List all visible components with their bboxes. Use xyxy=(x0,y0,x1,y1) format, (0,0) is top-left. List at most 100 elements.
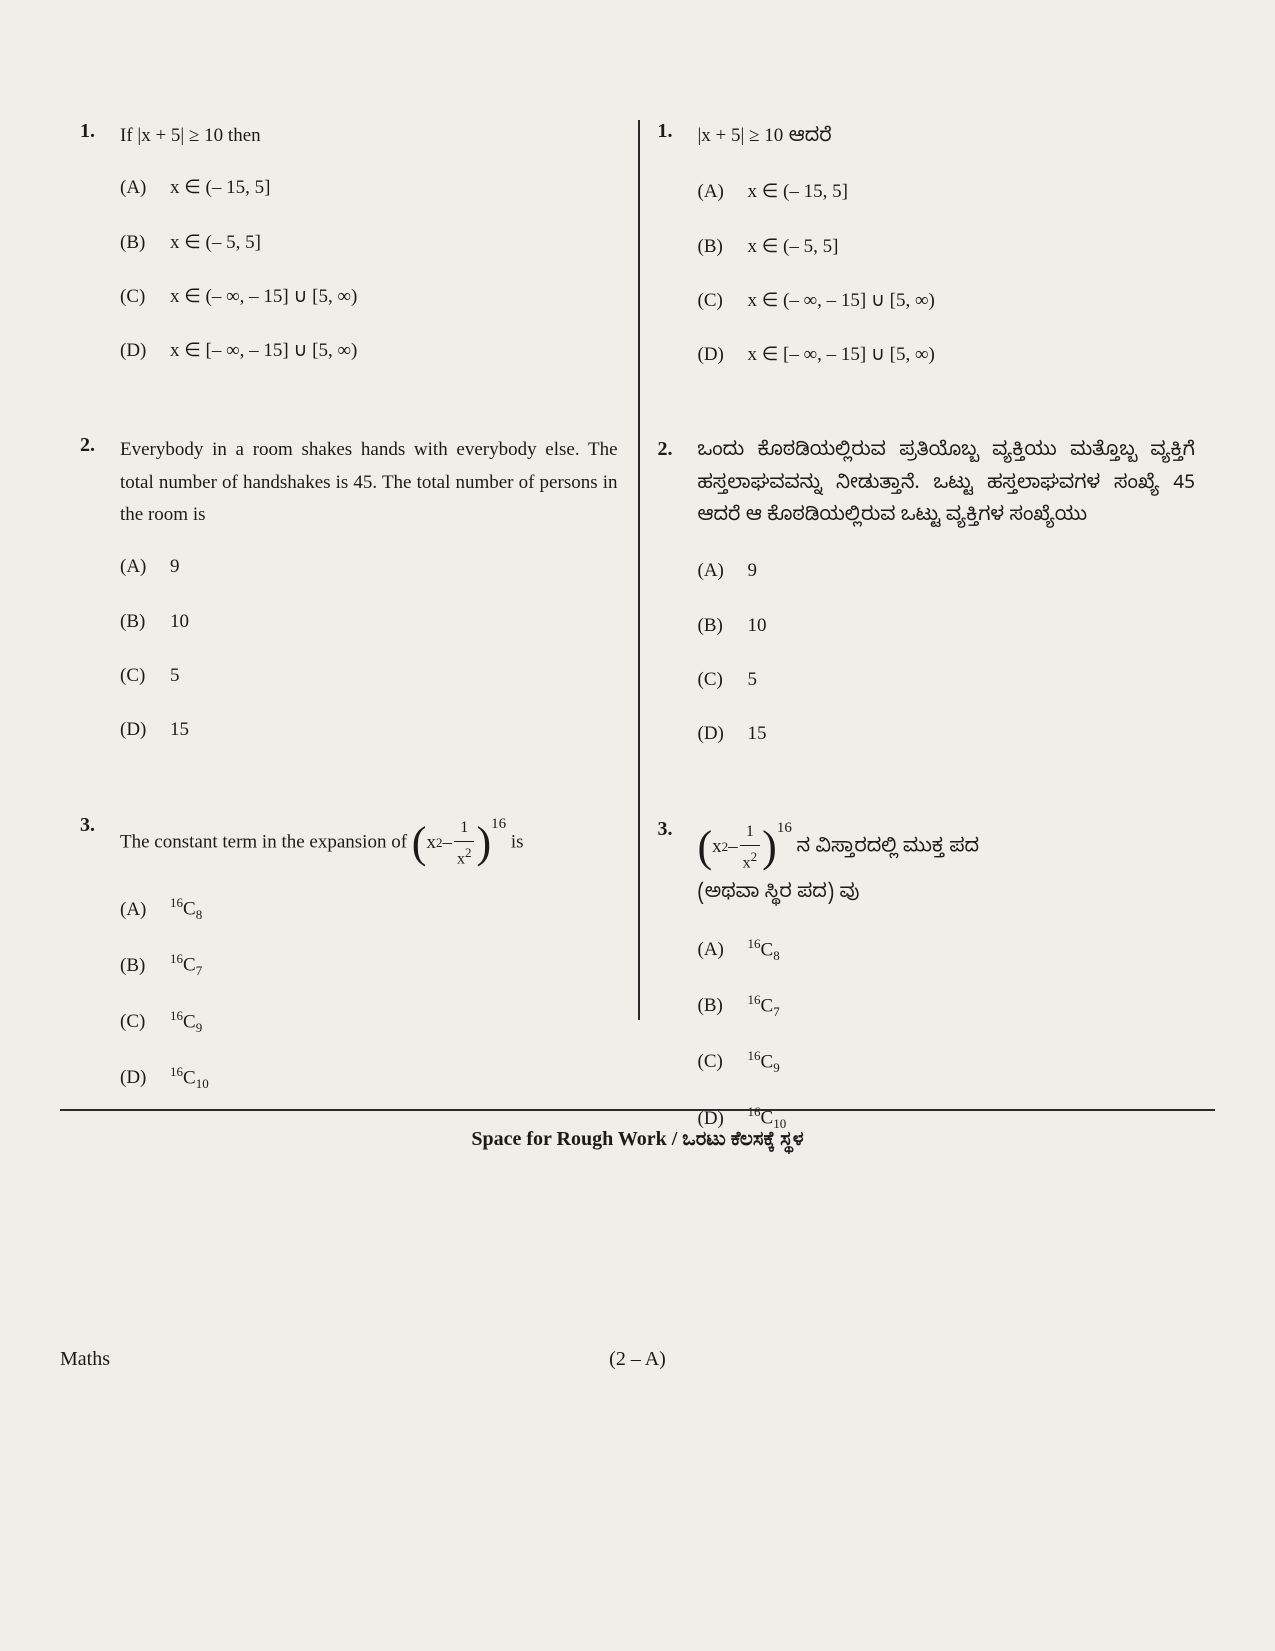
expr-minus: – xyxy=(728,831,738,863)
option-text: 16C8 xyxy=(748,933,1196,967)
option-text: x ∈ (– ∞, – 15] ∪ [5, ∞) xyxy=(748,285,1196,317)
option-c: (C)x ∈ (– ∞, – 15] ∪ [5, ∞) xyxy=(120,281,618,313)
option-label: (B) xyxy=(698,990,748,1022)
option-d: (D)x ∈ [– ∞, – 15] ∪ [5, ∞) xyxy=(698,339,1196,371)
expr-x: x xyxy=(426,827,436,859)
combo-pre: 16 xyxy=(748,936,761,951)
question-body: If |x + 5| ≥ 10 then (A)x ∈ (– 15, 5] (B… xyxy=(120,120,618,389)
combo-main: C xyxy=(761,995,774,1016)
combo-main: C xyxy=(183,955,196,976)
option-c: (C)5 xyxy=(698,664,1196,696)
exam-page: 1. If |x + 5| ≥ 10 then (A)x ∈ (– 15, 5]… xyxy=(0,0,1275,1651)
option-d: (D)15 xyxy=(120,714,618,746)
option-text: 9 xyxy=(170,551,618,583)
option-a: (A)16C8 xyxy=(120,892,618,926)
frac-den: x2 xyxy=(454,842,475,873)
options-list: (A)9 (B)10 (C)5 (D)15 xyxy=(698,555,1196,750)
fraction: 1 x2 xyxy=(740,818,761,877)
combo-pre: 16 xyxy=(748,992,761,1007)
option-text: x ∈ [– ∞, – 15] ∪ [5, ∞) xyxy=(748,339,1196,371)
combo-main: C xyxy=(761,1051,774,1072)
option-c: (C)16C9 xyxy=(120,1005,618,1039)
option-label: (A) xyxy=(698,934,748,966)
combo-post: 10 xyxy=(196,1076,209,1091)
option-label: (A) xyxy=(120,172,170,204)
option-label: (C) xyxy=(120,660,170,692)
option-a: (A)9 xyxy=(698,555,1196,587)
combo-post: 7 xyxy=(773,1004,780,1019)
option-label: (B) xyxy=(120,227,170,259)
option-label: (A) xyxy=(698,176,748,208)
options-list: (A)x ∈ (– 15, 5] (B)x ∈ (– 5, 5] (C)x ∈ … xyxy=(698,176,1196,371)
option-label: (C) xyxy=(120,1006,170,1038)
option-a: (A)16C8 xyxy=(698,933,1196,967)
option-label: (C) xyxy=(120,281,170,313)
option-label: (B) xyxy=(120,606,170,638)
option-text: 16C7 xyxy=(748,989,1196,1023)
combo-main: C xyxy=(183,899,196,920)
question-body: Everybody in a room shakes hands with ev… xyxy=(120,434,618,768)
option-text: 15 xyxy=(748,718,1196,750)
combo-main: C xyxy=(183,1011,196,1032)
question-number: 1. xyxy=(80,120,120,389)
combo-pre: 16 xyxy=(170,895,183,910)
option-b: (B)x ∈ (– 5, 5] xyxy=(698,231,1196,263)
question-body: ( x2 – 1 x2 ) 16 ನ ವಿಸ್ತಾರದಲ್ಲಿ ಮುಕ್ತ ಪದ… xyxy=(698,818,1196,1158)
footer-page-number: (2 – A) xyxy=(447,1348,828,1371)
question-body: |x + 5| ≥ 10 ಆದರೆ (A)x ∈ (– 15, 5] (B)x … xyxy=(698,120,1196,393)
combo-post: 9 xyxy=(773,1060,780,1075)
option-text: 5 xyxy=(748,664,1196,696)
option-label: (C) xyxy=(698,1046,748,1078)
option-label: (D) xyxy=(120,714,170,746)
option-text: x ∈ (– 5, 5] xyxy=(748,231,1196,263)
content-columns: 1. If |x + 5| ≥ 10 then (A)x ∈ (– 15, 5]… xyxy=(60,120,1215,1202)
horizontal-rule xyxy=(60,1109,1215,1111)
column-divider xyxy=(638,120,640,1020)
question-1-en: 1. If |x + 5| ≥ 10 then (A)x ∈ (– 15, 5]… xyxy=(80,120,618,389)
frac-num: 1 xyxy=(454,814,475,842)
q3-suffix-a: ನ ವಿಸ್ತಾರದಲ್ಲಿ ಮುಕ್ತ ಪದ xyxy=(797,837,980,862)
combo-post: 7 xyxy=(196,964,203,979)
q1-prefix: If xyxy=(120,125,137,146)
option-label: (D) xyxy=(120,335,170,367)
option-text: 10 xyxy=(748,610,1196,642)
question-2-en: 2. Everybody in a room shakes hands with… xyxy=(80,434,618,768)
option-label: (B) xyxy=(698,231,748,263)
option-label: (D) xyxy=(698,718,748,750)
option-b: (B)10 xyxy=(698,610,1196,642)
question-text: ಒಂದು ಕೊಠಡಿಯಲ್ಲಿರುವ ಪ್ರತಿಯೊಬ್ಬ ವ್ಯಕ್ತಿಯು … xyxy=(698,438,1196,535)
frac-num: 1 xyxy=(740,818,761,846)
question-number: 3. xyxy=(80,814,120,1118)
question-text: ( x2 – 1 x2 ) 16 ನ ವಿಸ್ತಾರದಲ್ಲಿ ಮುಕ್ತ ಪದ… xyxy=(698,818,1196,913)
option-text: 16C9 xyxy=(170,1005,618,1039)
question-3-kn: 3. ( x2 – 1 x2 ) 16 xyxy=(658,818,1196,1158)
option-c: (C)5 xyxy=(120,660,618,692)
rough-work-label: Space for Rough Work / ಒರಟು ಕೆಲಸಕ್ಕೆ ಸ್ಥ… xyxy=(0,1128,1275,1151)
frac-den: x2 xyxy=(740,846,761,877)
q1-suffix: then xyxy=(223,125,260,146)
q3-prefix: The constant term in the expansion of xyxy=(120,831,412,852)
q3-expression: ( x2 – 1 x2 ) 16 xyxy=(412,814,506,873)
option-label: (B) xyxy=(120,950,170,982)
combo-main: C xyxy=(761,939,774,960)
left-column: 1. If |x + 5| ≥ 10 then (A)x ∈ (– 15, 5]… xyxy=(60,120,638,1202)
combo-post: 8 xyxy=(773,948,780,963)
option-label: (D) xyxy=(698,339,748,371)
question-3-en: 3. The constant term in the expansion of… xyxy=(80,814,618,1118)
option-label: (D) xyxy=(120,1062,170,1094)
question-number: 3. xyxy=(658,818,698,1158)
outer-exponent: 16 xyxy=(777,816,792,842)
outer-exponent: 16 xyxy=(491,812,506,838)
question-number: 2. xyxy=(658,438,698,772)
combo-pre: 16 xyxy=(170,1008,183,1023)
combo-pre: 16 xyxy=(170,951,183,966)
option-label: (A) xyxy=(120,551,170,583)
q1-suffix: ಆದರೆ xyxy=(783,127,831,152)
q1-math: |x + 5| ≥ 10 xyxy=(137,125,223,146)
option-text: 16C8 xyxy=(170,892,618,926)
option-text: 16C9 xyxy=(748,1045,1196,1079)
option-text: x ∈ [– ∞, – 15] ∪ [5, ∞) xyxy=(170,335,618,367)
option-b: (B)16C7 xyxy=(698,989,1196,1023)
question-number: 1. xyxy=(658,120,698,393)
option-label: (B) xyxy=(698,610,748,642)
